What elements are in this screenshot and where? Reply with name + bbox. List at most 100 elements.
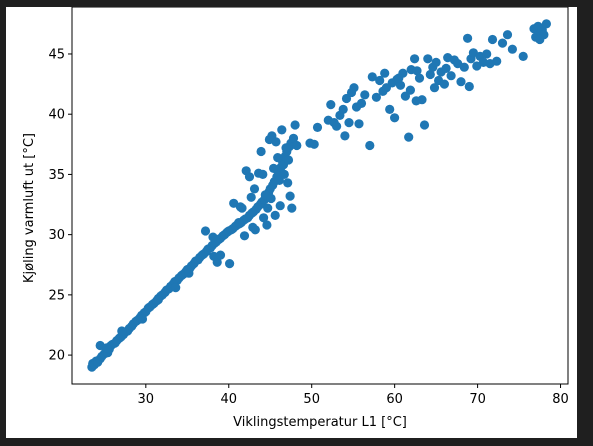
data-point <box>102 343 112 353</box>
data-point <box>507 44 517 54</box>
data-point <box>390 113 400 123</box>
data-point <box>208 232 218 242</box>
data-point <box>246 192 256 202</box>
data-point <box>482 49 492 59</box>
data-point <box>275 201 285 211</box>
data-point <box>153 295 163 305</box>
data-point <box>354 119 364 129</box>
data-point <box>518 51 528 62</box>
data-point <box>281 143 291 153</box>
data-point <box>292 140 302 151</box>
y-tick-label: 30 <box>48 228 65 243</box>
x-axis-label: Viklingstemperatur L1 [°C] <box>233 415 407 430</box>
y-tick-label: 45 <box>48 47 65 62</box>
data-point <box>234 218 244 228</box>
data-point <box>463 33 473 43</box>
data-point <box>456 77 466 87</box>
figure-frame: 30 40 50 60 70 80 20 25 30 35 40 45 Viklingstemper… <box>6 7 577 438</box>
data-point <box>349 83 359 93</box>
data-point <box>256 146 266 157</box>
data-point <box>277 125 287 135</box>
data-point <box>285 191 295 201</box>
data-point <box>271 137 281 147</box>
data-point <box>431 57 441 67</box>
data-point <box>290 120 300 130</box>
data-point <box>411 96 421 106</box>
data-point <box>404 132 414 142</box>
data-point <box>485 59 495 69</box>
data-point <box>279 169 289 179</box>
data-point <box>239 231 250 241</box>
data-point <box>248 222 258 232</box>
x-tick-label: 60 <box>386 392 403 407</box>
data-point <box>225 259 235 269</box>
data-point <box>497 38 508 48</box>
x-tick-label: 70 <box>469 392 486 407</box>
data-point <box>262 220 272 230</box>
data-point <box>375 75 385 86</box>
data-point <box>137 314 148 324</box>
data-point <box>441 63 451 73</box>
data-point <box>535 34 545 45</box>
y-tick-label: 35 <box>48 168 65 183</box>
data-point <box>288 133 299 143</box>
y-tick-label: 25 <box>48 288 65 303</box>
data-point <box>367 72 377 82</box>
data-point <box>371 92 381 102</box>
x-tick-label: 30 <box>138 392 155 407</box>
data-point <box>235 202 245 212</box>
data-point <box>338 104 348 114</box>
data-point <box>212 257 222 267</box>
plot-background <box>72 7 568 384</box>
data-point <box>423 54 433 64</box>
data-point <box>429 83 440 93</box>
data-point <box>312 122 323 132</box>
data-point <box>380 68 390 78</box>
scatter-chart: 30 40 50 60 70 80 20 25 30 35 40 45 Viklingstemper… <box>22 7 569 430</box>
data-point <box>439 79 449 89</box>
data-point <box>502 30 513 40</box>
data-point <box>414 73 425 83</box>
data-point <box>309 139 319 149</box>
data-point <box>360 90 370 100</box>
data-point <box>184 268 194 278</box>
data-point <box>419 120 430 130</box>
data-point <box>259 213 269 223</box>
data-point <box>340 131 350 141</box>
data-point <box>332 121 342 131</box>
data-point <box>446 71 456 81</box>
data-point <box>200 226 211 236</box>
data-point <box>117 326 127 336</box>
data-point <box>258 169 268 179</box>
data-point <box>464 81 474 92</box>
y-axis-label: Kjøling varmluft ut [°C] <box>22 133 37 283</box>
y-tick-label: 40 <box>48 108 65 123</box>
data-point <box>541 19 552 29</box>
data-point <box>326 100 336 110</box>
data-point <box>459 62 469 72</box>
x-tick-label: 80 <box>552 392 569 407</box>
data-point <box>365 140 375 151</box>
data-point <box>244 172 255 182</box>
data-point <box>425 69 435 80</box>
y-axis: 20 25 30 35 40 45 <box>48 47 72 364</box>
data-point <box>283 155 294 165</box>
x-tick-label: 50 <box>303 392 320 407</box>
data-point <box>410 54 420 64</box>
data-point <box>269 163 279 173</box>
data-point <box>273 153 283 163</box>
points-layer <box>87 19 552 372</box>
data-point <box>287 203 297 213</box>
data-point <box>487 34 498 45</box>
data-point <box>405 85 415 95</box>
plot-frame <box>71 7 569 385</box>
data-point <box>395 80 406 90</box>
x-axis: 30 40 50 60 70 80 <box>138 384 569 407</box>
data-point <box>412 66 422 76</box>
data-point <box>394 73 404 83</box>
data-point <box>249 184 260 194</box>
data-point <box>171 283 181 293</box>
data-point <box>356 98 367 108</box>
data-point <box>263 203 273 213</box>
y-tick-label: 20 <box>48 349 65 364</box>
